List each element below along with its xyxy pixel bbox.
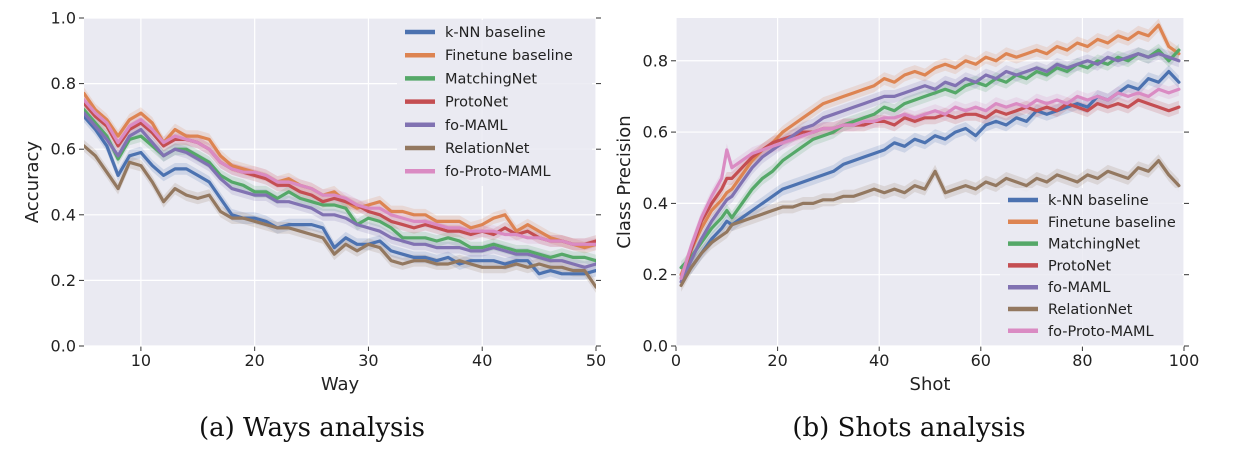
series-line-finetune-baseline <box>679 23 1181 277</box>
legend-label-matchingnet: MatchingNet <box>445 71 537 87</box>
confidence-band-finetune-baseline <box>84 87 596 254</box>
legend-label-protonet: ProtoNet <box>445 95 508 111</box>
series-line-k-nn-baseline <box>84 114 596 276</box>
legend-label-fo-maml: fo-MAML <box>445 118 508 134</box>
x-axis-label: Way <box>321 374 360 395</box>
legend-label-fo-proto-maml: fo-Proto-MAML <box>1048 324 1154 340</box>
legend-label-k-nn-baseline: k-NN baseline <box>445 25 546 41</box>
legend-label-fo-proto-maml: fo-Proto-MAML <box>445 164 551 180</box>
series-group <box>679 18 1181 292</box>
y-tick-label: 0.0 <box>51 337 76 356</box>
y-axis-label: Accuracy <box>22 141 43 224</box>
chart-shots-analysis: 0 20 40 60 80 100 0.0 0.2 0.4 0.6 0.8 Shot Class Pre… <box>614 18 1199 395</box>
x-tick-label: 50 <box>586 351 606 370</box>
series-line-relationnet <box>84 144 596 289</box>
y-tick-label: 0.6 <box>643 123 668 142</box>
legend-label-protonet: ProtoNet <box>1048 258 1111 274</box>
x-tick-label: 100 <box>1169 351 1200 370</box>
confidence-band-k-nn-baseline <box>84 110 596 280</box>
series-line-protonet <box>679 98 1181 280</box>
legend-label-k-nn-baseline: k-NN baseline <box>1048 193 1149 209</box>
confidence-band-matchingnet <box>84 103 596 267</box>
series-line-fo-maml <box>679 52 1181 284</box>
confidence-band-protonet <box>681 93 1179 285</box>
y-tick-label: 0.2 <box>51 271 76 290</box>
x-tick-label: 10 <box>131 351 151 370</box>
series-line-fo-proto-maml <box>679 87 1181 280</box>
series-line-fo-maml <box>84 111 596 269</box>
caption-ways-analysis: (a) Ways analysis <box>199 413 425 443</box>
series-group <box>84 87 596 293</box>
x-tick-label: 0 <box>671 351 681 370</box>
y-tick-label: 0.2 <box>643 265 668 284</box>
chart-ways-analysis: 10 20 30 40 50 0.0 0.2 0.4 0.6 0.8 1.0 Way Accuracy k… <box>22 9 606 396</box>
y-tick-label: 0.8 <box>51 74 76 93</box>
y-tick-label: 1.0 <box>51 9 76 28</box>
series-line-k-nn-baseline <box>679 69 1181 277</box>
legend-label-fo-maml: fo-MAML <box>1048 280 1111 296</box>
legend: k-NN baseline Finetune baseline MatchingNe… <box>1000 188 1182 344</box>
x-tick-label: 20 <box>244 351 264 370</box>
caption-shots-analysis: (b) Shots analysis <box>792 413 1025 443</box>
x-tick-label: 30 <box>358 351 378 370</box>
x-tick-label: 40 <box>472 351 492 370</box>
legend-label-relationnet: RelationNet <box>445 141 530 157</box>
x-axis-label: Shot <box>910 374 951 395</box>
legend-label-finetune-baseline: Finetune baseline <box>1048 215 1176 231</box>
x-tick-label: 40 <box>869 351 889 370</box>
x-tick-label: 20 <box>767 351 787 370</box>
series-line-protonet <box>84 101 596 246</box>
y-tick-label: 0.4 <box>51 205 76 224</box>
legend-label-finetune-baseline: Finetune baseline <box>445 48 573 64</box>
series-line-relationnet <box>679 159 1181 287</box>
y-tick-label: 0.0 <box>643 337 668 356</box>
y-tick-label: 0.8 <box>643 51 668 70</box>
legend-label-matchingnet: MatchingNet <box>1048 237 1140 253</box>
confidence-band-matchingnet <box>681 43 1179 275</box>
legend-label-relationnet: RelationNet <box>1048 302 1133 318</box>
y-tick-label: 0.6 <box>51 140 76 159</box>
y-axis-label: Class Precision <box>614 115 635 248</box>
legend: k-NN baseline Finetune baseline MatchingNe… <box>397 20 592 186</box>
series-line-fo-proto-maml <box>84 98 596 246</box>
x-tick-label: 80 <box>1072 351 1092 370</box>
y-tick-label: 0.4 <box>643 194 668 213</box>
x-tick-label: 60 <box>971 351 991 370</box>
